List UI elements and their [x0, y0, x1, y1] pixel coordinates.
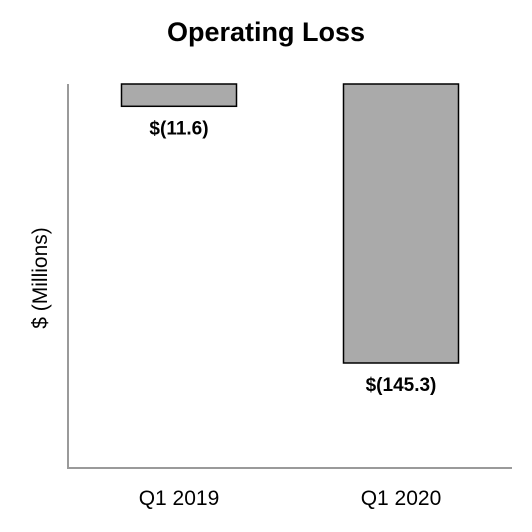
x-tick-labels: Q1 2019 Q1 2020 [139, 487, 442, 510]
bar-0 [120, 83, 238, 108]
x-tick-label-0: Q1 2019 [139, 487, 220, 510]
chart-title: Operating Loss [167, 17, 365, 47]
bar-1 [342, 83, 460, 364]
data-label-0: $(11.6) [149, 118, 208, 139]
data-label-1: $(145.3) [366, 375, 437, 396]
y-axis-label: $ (Millions) [29, 227, 52, 329]
x-tick-label-1: Q1 2020 [361, 487, 442, 510]
bars-group: $(11.6) $(145.3) [120, 83, 460, 396]
